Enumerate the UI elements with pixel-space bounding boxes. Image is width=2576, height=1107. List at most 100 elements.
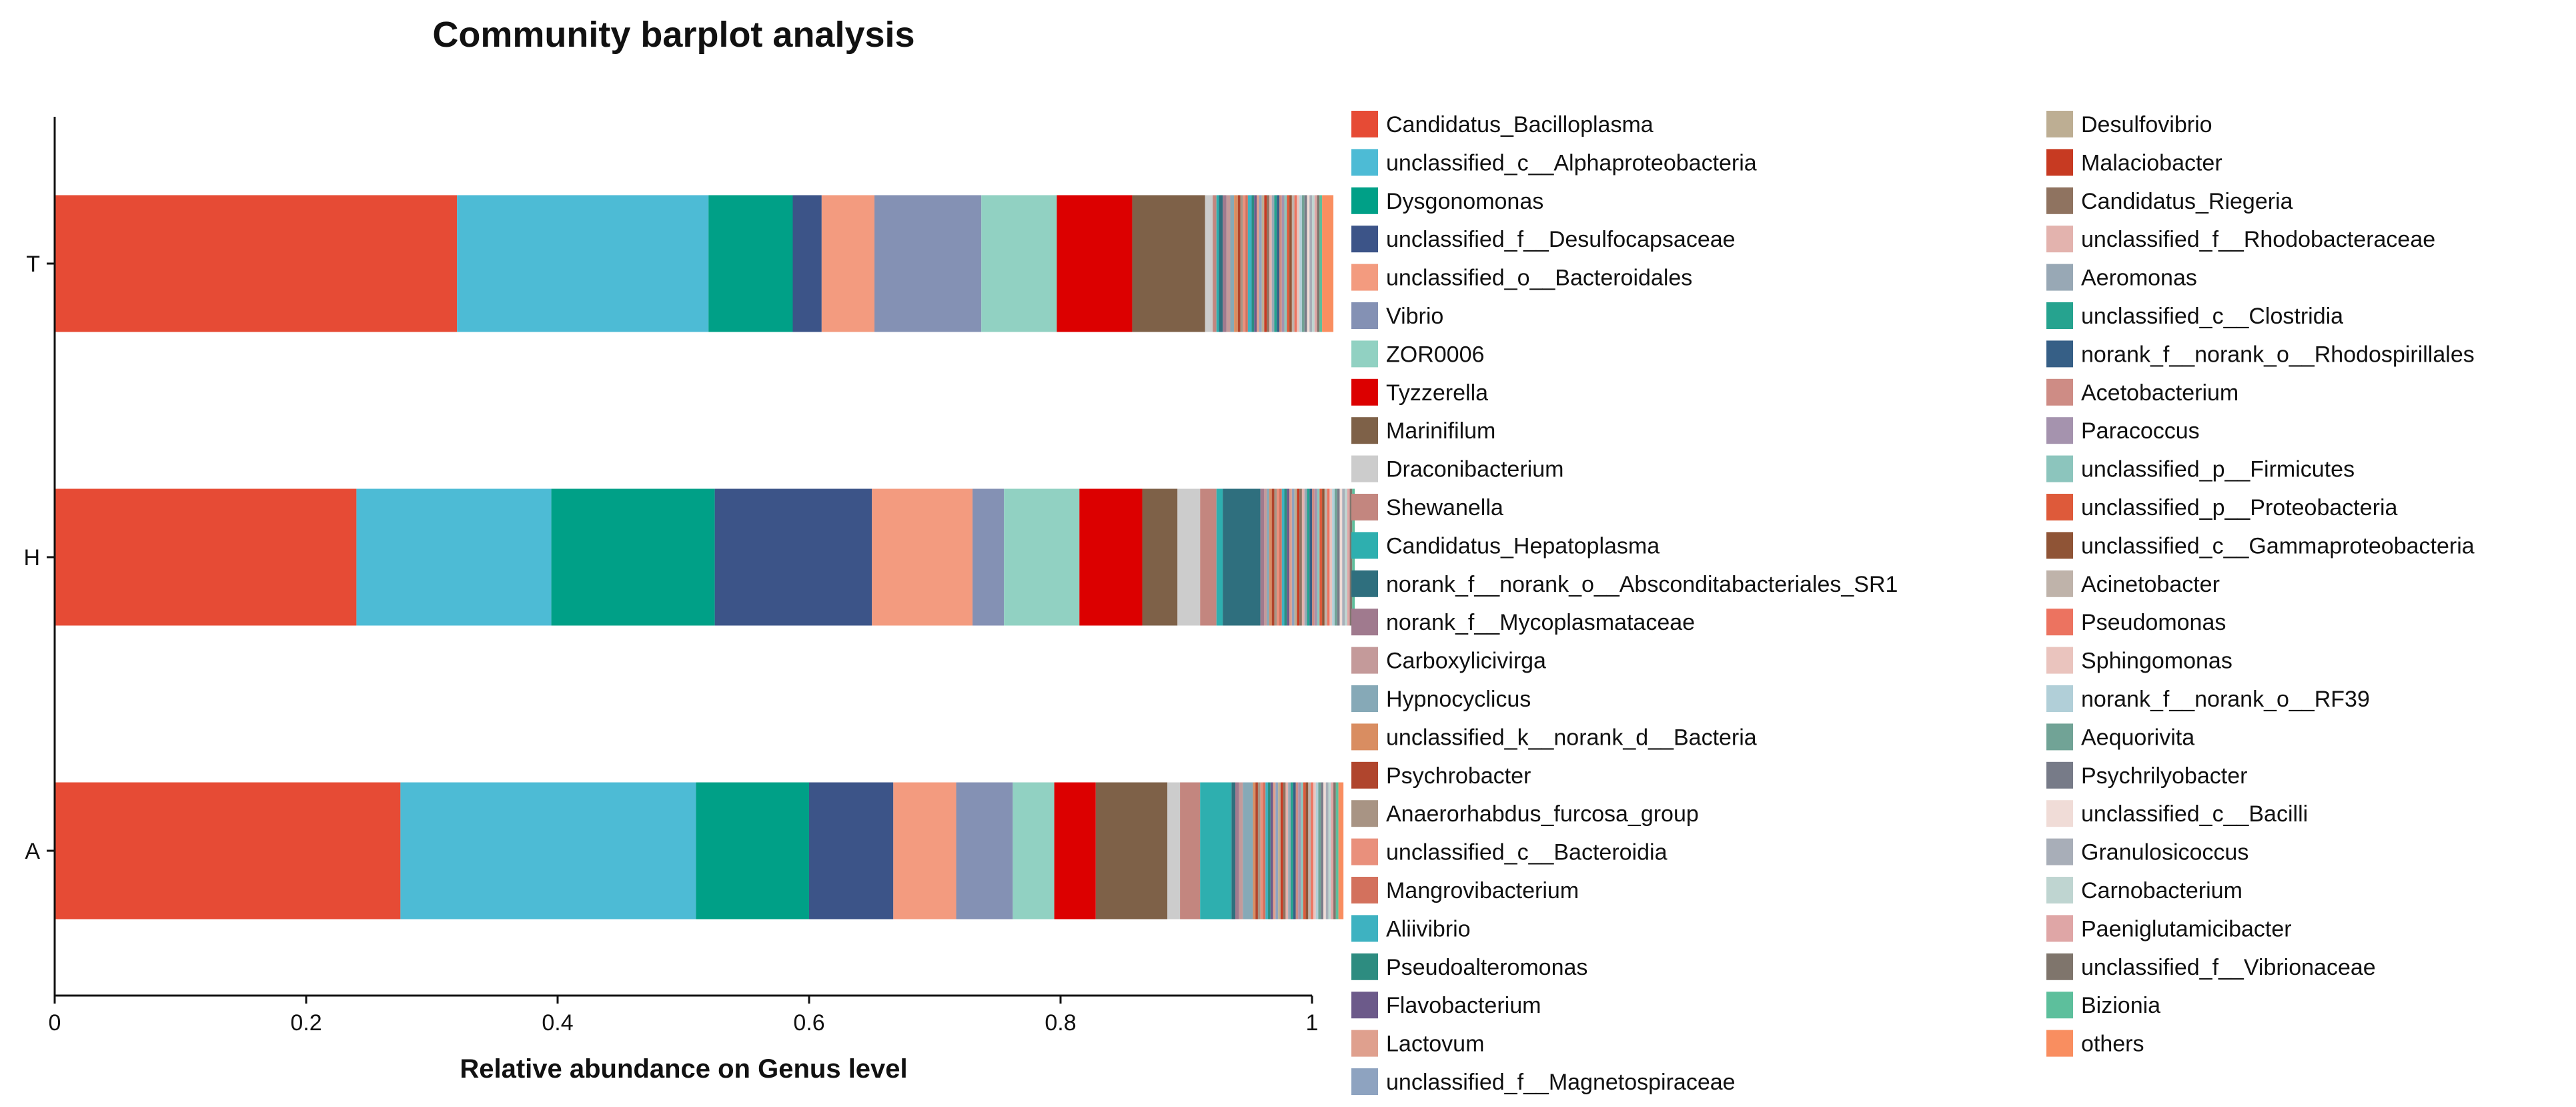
- legend-item: Marinifilum: [1351, 417, 1495, 444]
- bar-segment-A-19: [1260, 782, 1263, 919]
- bar-segment-T-11: [1216, 195, 1219, 332]
- bar-segment-H-28: [1299, 488, 1302, 626]
- bar-segment-A-42: [1318, 782, 1321, 919]
- legend-item: Acinetobacter: [2046, 570, 2220, 597]
- bar-segment-A-13: [1235, 782, 1239, 919]
- y-tick-label: H: [23, 545, 40, 571]
- legend-label: Paracoccus: [2081, 418, 2200, 444]
- legend-label: unclassified_f__Vibrionaceae: [2081, 955, 2376, 980]
- bar-segment-A-16: [1253, 782, 1256, 919]
- bar-segment-H-2: [551, 488, 715, 626]
- legend-item: Psychrilyobacter: [2046, 761, 2247, 789]
- x-tick-label: 1: [1306, 1010, 1319, 1036]
- legend-label: Shewanella: [1386, 495, 1503, 520]
- legend-swatch: [1351, 264, 1378, 291]
- bar-segment-A-22: [1268, 782, 1271, 919]
- bar-segment-H-35: [1317, 488, 1320, 626]
- x-axis-label: Relative abundance on Genus level: [460, 1054, 907, 1084]
- bar-group-H: [55, 488, 1355, 626]
- legend-swatch: [2046, 378, 2073, 406]
- legend-swatch: [1351, 111, 1378, 137]
- legend-swatch: [2046, 149, 2073, 176]
- bar-segment-A-39: [1311, 782, 1313, 919]
- legend-item: Aequorivita: [2046, 723, 2194, 751]
- legend-swatch: [2046, 417, 2073, 444]
- legend-item: Sphingomonas: [2046, 647, 2232, 674]
- bar-segment-T-10: [1213, 195, 1217, 332]
- bar-segment-T-6: [981, 195, 1057, 332]
- legend-swatch: [2046, 685, 2073, 712]
- bar-segment-A-49: [1335, 782, 1339, 919]
- legend-label: Bizionia: [2081, 993, 2160, 1018]
- legend-label: unclassified_p__Firmicutes: [2081, 457, 2355, 482]
- bar-segment-T-30: [1271, 195, 1275, 332]
- bar-segment-A-43: [1321, 782, 1323, 919]
- bar-segment-A-37: [1305, 782, 1309, 919]
- legend-item: Flavobacterium: [1351, 992, 1541, 1019]
- legend-item: Carnobacterium: [2046, 877, 2242, 903]
- legend-swatch: [1351, 532, 1378, 559]
- bar-segment-T-18: [1240, 195, 1243, 332]
- legend-swatch: [2046, 302, 2073, 329]
- legend-label: Candidatus_Hepatoplasma: [1386, 533, 1660, 559]
- legend-item: norank_f__norank_o__Absconditabacteriale…: [1351, 570, 1898, 597]
- legend-label: unclassified_f__Rhodobacteraceae: [2081, 227, 2435, 252]
- legend-label: Carboxylicivirga: [1386, 649, 1546, 674]
- bar-segment-T-33: [1279, 195, 1282, 332]
- bar-segment-A-26: [1278, 782, 1281, 919]
- legend-label: Lactovum: [1386, 1032, 1484, 1057]
- y-ticks: T H A: [23, 252, 55, 864]
- bar-segment-H-11: [1216, 488, 1223, 626]
- legend-label: norank_f__norank_o__RF39: [2081, 687, 2370, 712]
- bar-segment-T-29: [1269, 195, 1272, 332]
- bar-segment-T-46: [1312, 195, 1315, 332]
- bar-segment-H-9: [1177, 488, 1201, 626]
- legend-item: Malaciobacter: [2046, 149, 2222, 176]
- bar-segment-T-26: [1261, 195, 1265, 332]
- bar-segment-A-15: [1243, 782, 1253, 919]
- x-tick-label: 0.6: [793, 1010, 824, 1036]
- legend-swatch: [1351, 417, 1378, 444]
- bar-segment-A-18: [1257, 782, 1261, 919]
- legend-swatch: [1351, 455, 1378, 482]
- bar-segment-H-23: [1287, 488, 1290, 626]
- bar-segment-T-5: [874, 195, 982, 332]
- legend-item: unclassified_f__Desulfocapsaceae: [1351, 226, 1736, 253]
- bar-group-A: [55, 782, 1344, 919]
- bar-segment-H-33: [1312, 488, 1315, 626]
- bar-segment-A-10: [1180, 782, 1201, 919]
- legend-swatch: [1351, 378, 1378, 406]
- bar-segment-T-15: [1230, 195, 1235, 332]
- legend-label: Pseudoalteromonas: [1386, 955, 1587, 980]
- legend-label: unclassified_o__Bacteroidales: [1386, 266, 1692, 291]
- bar-segment-T-36: [1287, 195, 1290, 332]
- legend-item: Hypnocyclicus: [1351, 685, 1531, 712]
- bar-segment-T-48: [1317, 195, 1320, 332]
- bar-segment-H-44: [1339, 488, 1343, 626]
- legend-swatch: [1351, 647, 1378, 674]
- legend-item: unclassified_f__Vibrionaceae: [2046, 953, 2376, 980]
- bar-segment-T-50: [1322, 195, 1334, 332]
- bar-segment-H-30: [1304, 488, 1307, 626]
- bar-segment-T-4: [821, 195, 875, 332]
- bar-segment-H-43: [1337, 488, 1340, 626]
- y-tick-label: A: [25, 839, 40, 864]
- bar-segment-A-0: [55, 782, 401, 919]
- y-tick-label: T: [26, 252, 40, 277]
- legend-label: Aequorivita: [2081, 725, 2194, 750]
- bar-segment-A-36: [1303, 782, 1306, 919]
- legend-label: Tyzzerella: [1386, 380, 1488, 406]
- x-tick-label: 0.2: [290, 1010, 321, 1036]
- legend-label: Marinifilum: [1386, 418, 1495, 444]
- bar-segment-H-40: [1329, 488, 1333, 626]
- bar-segment-T-37: [1289, 195, 1292, 332]
- legend-item: Shewanella: [1351, 494, 1503, 520]
- legend-swatch: [2046, 570, 2073, 597]
- bar-segment-A-27: [1280, 782, 1283, 919]
- legend-label: Mangrovibacterium: [1386, 878, 1579, 903]
- legend-swatch: [2046, 111, 2073, 137]
- legend-item: norank_f__Mycoplasmataceae: [1351, 609, 1695, 636]
- bar-segment-T-19: [1243, 195, 1246, 332]
- legend-swatch: [1351, 570, 1378, 597]
- bars-layer: [55, 195, 1355, 919]
